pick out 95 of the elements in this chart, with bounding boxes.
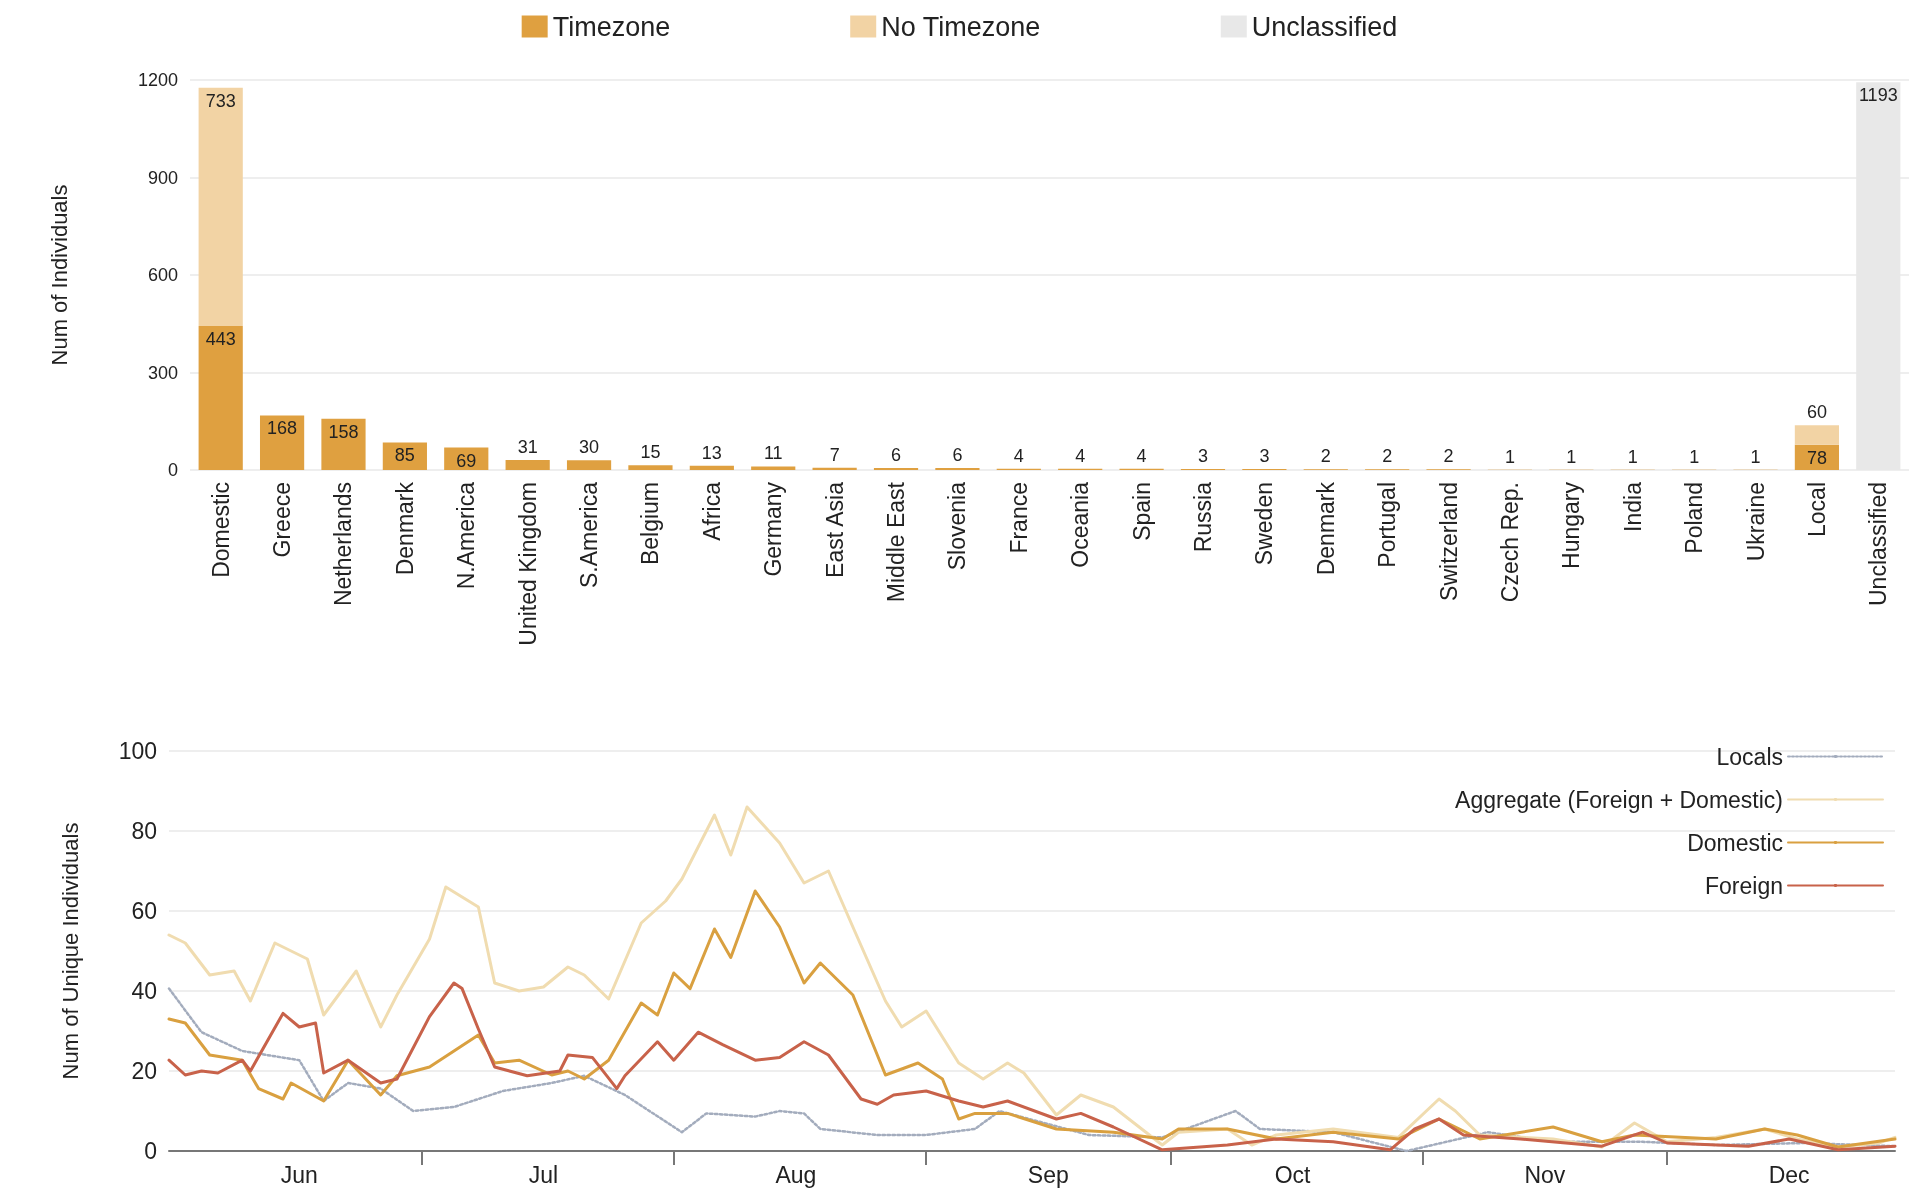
x-tick-label: Greece (269, 482, 296, 558)
data-label: 6 (891, 445, 902, 466)
legend-label: Unclassified (1251, 11, 1398, 42)
bar (751, 466, 796, 470)
data-label: 78 (1806, 447, 1827, 468)
y-tick-label: 0 (144, 1138, 157, 1164)
x-tick-label: France (1005, 482, 1032, 554)
x-tick-label: Aug (775, 1161, 817, 1188)
y-tick-label: 100 (118, 738, 157, 764)
data-label: 443 (205, 329, 236, 350)
x-tick-label: Portugal (1374, 482, 1401, 568)
data-label: 733 (205, 90, 236, 111)
legend-label: Foreign (1705, 872, 1783, 899)
data-label: 2 (1320, 446, 1331, 467)
data-label: 1 (1504, 446, 1515, 467)
data-label: 31 (517, 436, 538, 457)
x-tick-label: Slovenia (944, 481, 971, 571)
data-label: 13 (701, 442, 722, 463)
x-tick-label: Oceania (1067, 481, 1094, 568)
x-tick-label: Nov (1524, 1161, 1566, 1188)
x-tick-label: Ukraine (1742, 482, 1769, 562)
x-tick-label: Switzerland (1435, 482, 1462, 601)
data-label: 4 (1013, 445, 1024, 466)
legend-label: Domestic (1687, 829, 1783, 856)
data-label: 1 (1627, 446, 1638, 467)
bar (321, 418, 366, 470)
data-label: 158 (328, 421, 359, 442)
y-tick-label: 40 (131, 978, 157, 1004)
data-label: 85 (394, 445, 415, 466)
data-label: 4 (1075, 445, 1086, 466)
data-label: 1193 (1858, 85, 1898, 106)
x-tick-label: Russia (1189, 481, 1216, 553)
data-label: 2 (1382, 446, 1393, 467)
x-tick-label: India (1619, 481, 1646, 532)
x-tick-label: Dec (1768, 1161, 1810, 1188)
legend-label: Locals (1716, 743, 1783, 770)
bar (1794, 425, 1840, 445)
bar (505, 459, 550, 470)
data-label: 1 (1566, 446, 1577, 467)
x-tick-label: Denmark (391, 481, 418, 576)
x-tick-label: Sep (1027, 1161, 1069, 1188)
bar (198, 87, 243, 327)
data-label: 60 (1806, 402, 1827, 423)
y-tick-label: 0 (167, 460, 178, 480)
bar (566, 460, 612, 470)
data-label: 30 (579, 437, 600, 458)
data-label: 11 (763, 443, 783, 464)
data-label: 3 (1197, 446, 1208, 467)
data-label: 1 (1689, 446, 1700, 467)
y-tick-label: 80 (131, 818, 157, 844)
x-tick-label: United Kingdom (514, 482, 541, 646)
x-tick-label: Domestic (207, 482, 234, 578)
x-tick-label: Jul (528, 1161, 559, 1188)
legend-label: Aggregate (Foreign + Domestic) (1455, 786, 1783, 813)
x-tick-label: Czech Rep. (1496, 482, 1523, 603)
x-tick-label: Hungary (1558, 481, 1585, 569)
y-tick-label: 20 (131, 1058, 157, 1084)
y-tick-label: 900 (147, 167, 178, 188)
x-tick-label: Belgium (637, 482, 664, 566)
data-label: 15 (640, 442, 661, 463)
bar (259, 415, 305, 470)
y-tick-label: 1200 (137, 70, 178, 90)
x-tick-label: Denmark (1312, 481, 1339, 576)
data-label: 69 (456, 450, 477, 471)
y-tick-label: 300 (147, 362, 178, 383)
x-tick-label: Netherlands (330, 482, 357, 607)
bar (198, 326, 243, 470)
x-tick-label: Local (1803, 482, 1830, 537)
data-label: 3 (1259, 446, 1270, 467)
legend-label: No Timezone (881, 11, 1041, 42)
x-tick-label: Spain (1128, 482, 1155, 541)
x-tick-label: N.America (453, 481, 480, 590)
x-tick-label: Middle East (883, 481, 910, 603)
x-tick-label: Oct (1274, 1161, 1312, 1188)
data-label: 168 (267, 418, 298, 439)
y-tick-label: 60 (131, 898, 157, 924)
x-tick-label: Sweden (1251, 482, 1278, 566)
x-tick-label: Germany (760, 481, 787, 577)
data-label: 7 (829, 444, 840, 465)
y-axis-title: Num of Unique Individuals (57, 822, 83, 1080)
data-label: 4 (1136, 445, 1147, 466)
data-label: 1 (1750, 446, 1761, 467)
data-label: 2 (1443, 446, 1454, 467)
y-axis-title: Num of Individuals (46, 184, 72, 366)
x-tick-label: Jun (280, 1161, 318, 1188)
x-tick-label: East Asia (821, 481, 848, 578)
y-tick-label: 600 (147, 265, 178, 285)
bar (689, 465, 734, 470)
x-tick-label: S.America (576, 481, 603, 589)
bar (628, 465, 673, 470)
data-label: 6 (952, 445, 963, 466)
x-tick-label: Poland (1681, 482, 1708, 554)
x-tick-label: Africa (698, 481, 725, 541)
legend-label: Timezone (552, 11, 671, 42)
x-tick-label: Unclassified (1865, 482, 1892, 606)
